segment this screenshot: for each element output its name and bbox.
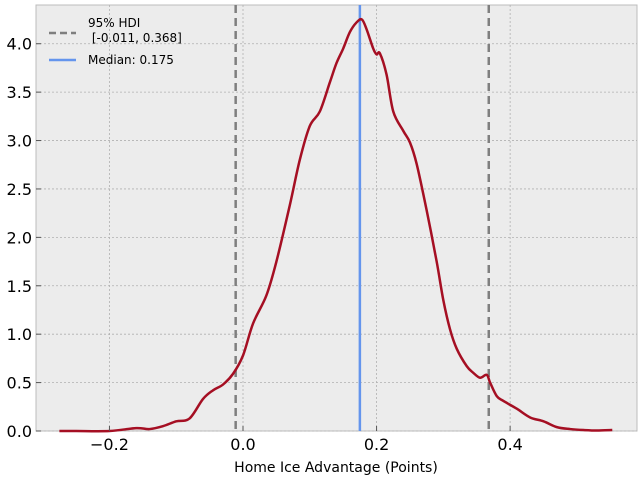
y-tick-label: 2.0: [7, 228, 32, 247]
y-tick-label: 4.0: [7, 35, 32, 54]
density-curve: [59, 17, 613, 433]
y-tick-label: 3.5: [7, 83, 32, 102]
legend-hdi-label-line2: [-0.011, 0.368]: [88, 31, 182, 45]
y-tick-label: 1.5: [7, 277, 32, 296]
x-tick-label: −0.2: [90, 435, 129, 454]
legend: 95% HDI [-0.011, 0.368] Median: 0.175: [49, 16, 182, 67]
y-tick-label: 1.0: [7, 325, 32, 344]
y-tick-label: 2.5: [7, 180, 32, 199]
y-tick-label: 0.5: [7, 374, 32, 393]
y-tick-label: 3.0: [7, 132, 32, 151]
x-axis-label: Home Ice Advantage (Points): [234, 460, 438, 476]
grid-lines: [36, 5, 637, 432]
legend-median-label: Median: 0.175: [88, 53, 174, 67]
x-tick-label: 0.0: [230, 435, 255, 454]
y-tick-label: 0.0: [7, 422, 32, 441]
chart-marks: [59, 5, 613, 433]
legend-hdi-label-line1: 95% HDI: [88, 16, 140, 30]
axis-ticks: −0.2 0.0 0.2 0.4 0.0 0.5 1.0 1.5 2.0 2.5 3.0 3.5 4.0: [7, 35, 523, 454]
x-tick-label: 0.4: [497, 435, 522, 454]
x-tick-label: 0.2: [364, 435, 389, 454]
plot-area: [35, 4, 638, 432]
